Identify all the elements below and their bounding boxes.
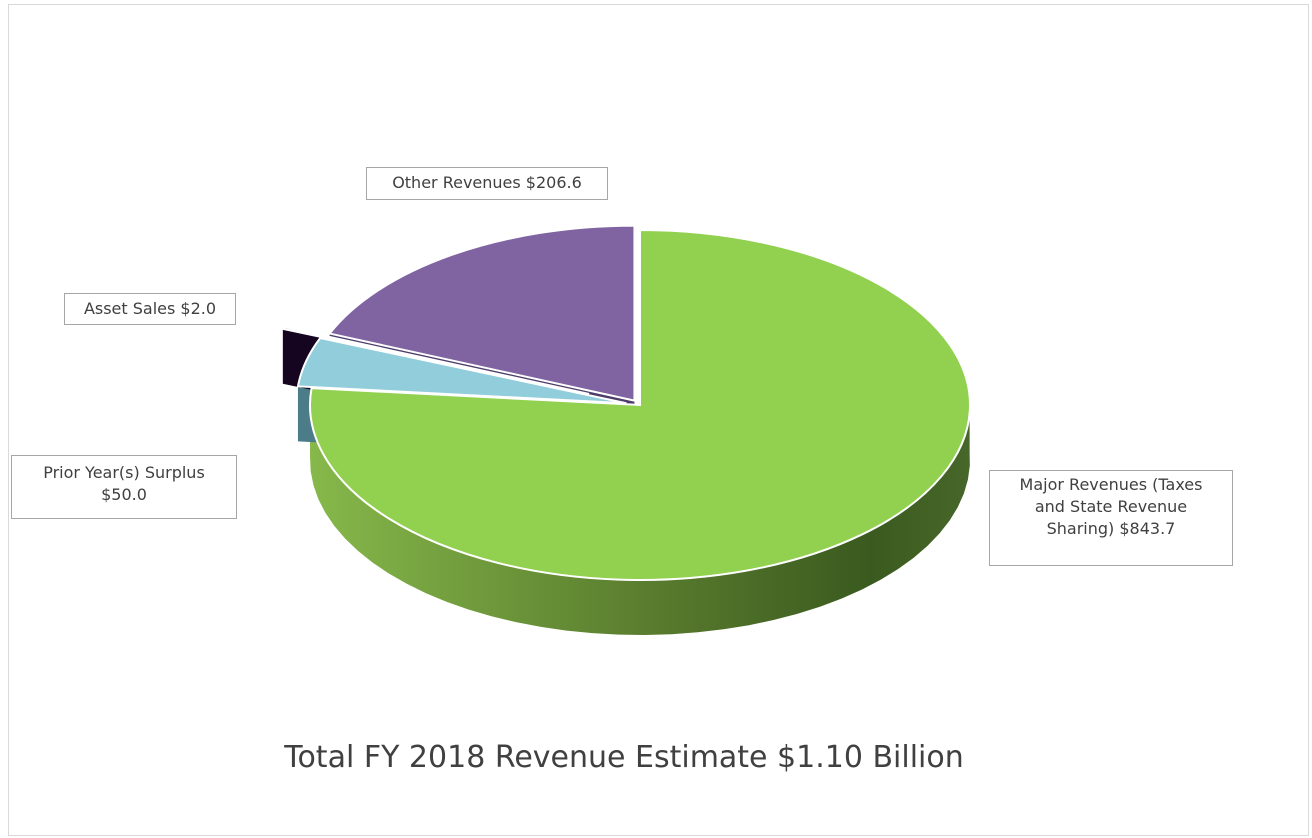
slice-side-1 (310, 396, 970, 635)
slice-major-revenues-taxes-and-state-revenue-sharing (309, 228, 971, 581)
label-other-revenues: Other Revenues $206.6 (366, 167, 608, 200)
slice-asset-sales (281, 325, 590, 395)
label-major-revenues: Major Revenues (Taxes and State Revenue … (989, 470, 1233, 566)
chart-title: Total FY 2018 Revenue Estimate $1.10 Bil… (284, 740, 964, 775)
label-asset-sales: Asset Sales $2.0 (64, 293, 236, 325)
label-prior-year-surplus: Prior Year(s) Surplus $50.0 (11, 455, 237, 519)
slice-prior-year-s-surplus (296, 336, 627, 405)
slice-other-revenues (327, 224, 636, 402)
